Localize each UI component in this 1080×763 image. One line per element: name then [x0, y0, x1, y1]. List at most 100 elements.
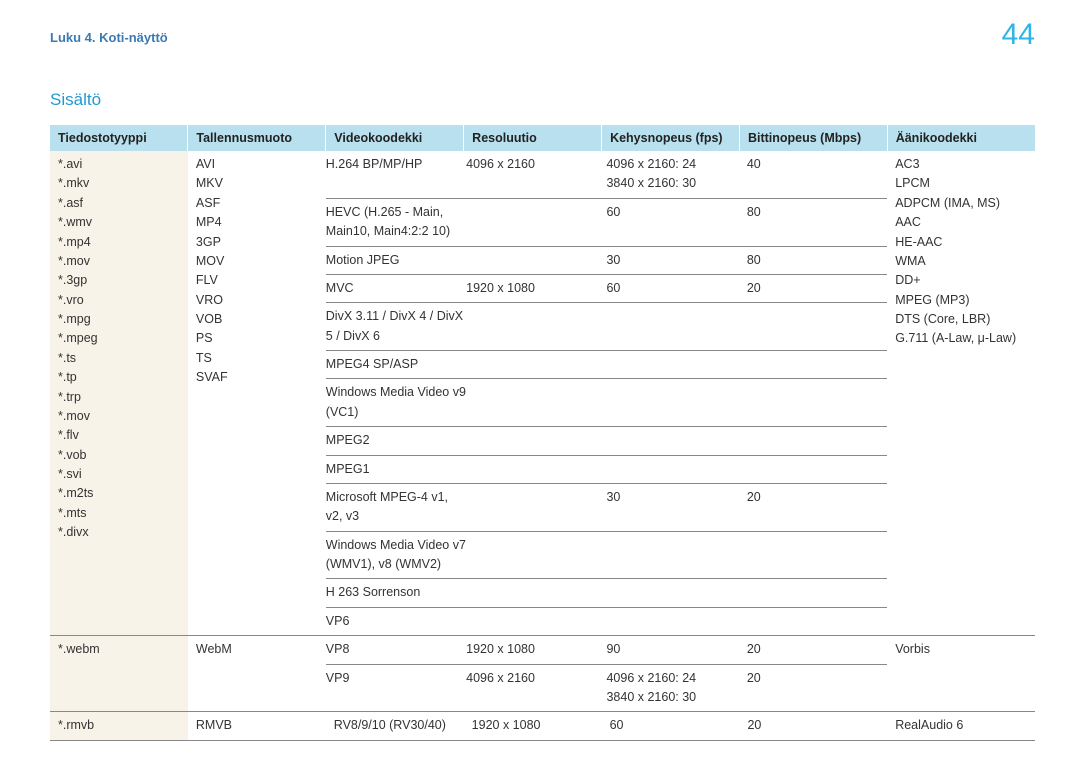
- list-item: *.mp4: [58, 233, 180, 252]
- table-cell: *.rmvb: [50, 712, 188, 740]
- table-cell: RMVB: [188, 712, 326, 740]
- table-cell: MPEG4 SP/ASP: [326, 351, 466, 379]
- table-cell: [747, 427, 887, 455]
- list-item: DD+: [895, 271, 1027, 290]
- col-fps: Kehysnopeus (fps): [602, 125, 740, 151]
- table-cell: 4096 x 2160: [466, 664, 606, 711]
- table-cell: [606, 303, 746, 351]
- table-cell: [606, 531, 746, 579]
- col-bitrate: Bittinopeus (Mbps): [739, 125, 887, 151]
- table-cell: [466, 379, 606, 427]
- filetypes-cell: *.avi*.mkv*.asf*.wmv*.mp4*.mov*.3gp*.vro…: [50, 151, 188, 636]
- breadcrumb: Luku 4. Koti-näyttö: [50, 30, 168, 45]
- table-cell: RV8/9/10 (RV30/40): [326, 712, 464, 740]
- col-resolution: Resoluutio: [464, 125, 602, 151]
- list-item: *.wmv: [58, 213, 180, 232]
- list-item: *.svi: [58, 465, 180, 484]
- table-cell: 80: [747, 246, 887, 274]
- list-item: 3GP: [196, 233, 318, 252]
- table-cell: [606, 607, 746, 635]
- table-cell: RealAudio 6: [887, 712, 1035, 740]
- table-cell: 4096 x 2160: 243840 x 2160: 30: [606, 664, 746, 711]
- table-cell: [466, 531, 606, 579]
- list-item: ASF: [196, 194, 318, 213]
- table-cell: [747, 607, 887, 635]
- table-cell: 1920 x 1080: [464, 712, 602, 740]
- table-cell: 30: [606, 483, 746, 531]
- list-item: ADPCM (IMA, MS): [895, 194, 1027, 213]
- table-cell: 20: [747, 274, 887, 302]
- list-item: *.trp: [58, 388, 180, 407]
- list-item: MPEG (MP3): [895, 291, 1027, 310]
- list-item: DTS (Core, LBR): [895, 310, 1027, 329]
- list-item: TS: [196, 349, 318, 368]
- table-cell: 80: [747, 198, 887, 246]
- table-cell: 60: [602, 712, 740, 740]
- table-cell: [747, 455, 887, 483]
- list-item: *.vob: [58, 446, 180, 465]
- list-item: LPCM: [895, 174, 1027, 193]
- table-cell: [747, 579, 887, 607]
- col-audiocodec: Äänikoodekki: [887, 125, 1035, 151]
- col-videocodec: Videokoodekki: [326, 125, 464, 151]
- containers-cell: AVIMKVASFMP43GPMOVFLVVROVOBPSTSSVAF: [188, 151, 326, 636]
- list-item: *.3gp: [58, 271, 180, 290]
- table-cell: VP9: [326, 664, 466, 711]
- list-item: AVI: [196, 155, 318, 174]
- list-item: *.avi: [58, 155, 180, 174]
- section-title: Sisältö: [50, 90, 1035, 110]
- list-item: MKV: [196, 174, 318, 193]
- list-item: *.vro: [58, 291, 180, 310]
- table-cell: 60: [606, 198, 746, 246]
- table-cell: [606, 379, 746, 427]
- table-cell: [747, 379, 887, 427]
- table-cell: 4096 x 2160: [466, 151, 606, 198]
- list-item: *.asf: [58, 194, 180, 213]
- list-item: SVAF: [196, 368, 318, 387]
- video-rows-table: VP81920 x 10809020VP94096 x 21604096 x 2…: [326, 636, 887, 711]
- video-rows-table: H.264 BP/MP/HP4096 x 21604096 x 2160: 24…: [326, 151, 887, 635]
- table-cell: H.264 BP/MP/HP: [326, 151, 466, 198]
- page-number: 44: [1002, 20, 1035, 50]
- table-cell: [606, 455, 746, 483]
- table-cell: [466, 198, 606, 246]
- table-cell: [606, 351, 746, 379]
- table-cell: MPEG2: [326, 427, 466, 455]
- table-cell: WebM: [188, 636, 326, 712]
- table-cell: 60: [606, 274, 746, 302]
- table-cell: 20: [747, 483, 887, 531]
- audio-cell: AC3LPCMADPCM (IMA, MS)AACHE-AACWMADD+MPE…: [887, 151, 1035, 636]
- table-cell: [747, 351, 887, 379]
- table-cell: [466, 483, 606, 531]
- list-item: PS: [196, 329, 318, 348]
- codec-table: Tiedostotyyppi Tallennusmuoto Videokoode…: [50, 125, 1035, 741]
- list-item: *.ts: [58, 349, 180, 368]
- table-cell: [466, 427, 606, 455]
- list-item: *.mov: [58, 407, 180, 426]
- table-cell: 20: [747, 636, 887, 664]
- list-item: *.mts: [58, 504, 180, 523]
- table-cell: [466, 351, 606, 379]
- list-item: G.711 (A-Law, μ-Law): [895, 329, 1027, 348]
- table-cell: H 263 Sorrenson: [326, 579, 466, 607]
- table-cell: 1920 x 1080: [466, 636, 606, 664]
- table-cell: [606, 579, 746, 607]
- table-cell: [466, 246, 606, 274]
- table-cell: 20: [747, 664, 887, 711]
- list-item: VRO: [196, 291, 318, 310]
- table-cell: [747, 531, 887, 579]
- table-cell: 40: [747, 151, 887, 198]
- table-cell: Windows Media Video v9 (VC1): [326, 379, 466, 427]
- table-cell: 4096 x 2160: 243840 x 2160: 30: [606, 151, 746, 198]
- table-cell: 30: [606, 246, 746, 274]
- list-item: MP4: [196, 213, 318, 232]
- table-cell: Vorbis: [887, 636, 1035, 712]
- table-cell: [466, 607, 606, 635]
- list-item: *.tp: [58, 368, 180, 387]
- list-item: AAC: [895, 213, 1027, 232]
- table-cell: VP6: [326, 607, 466, 635]
- col-filetype: Tiedostotyyppi: [50, 125, 188, 151]
- list-item: MOV: [196, 252, 318, 271]
- table-cell: 20: [739, 712, 887, 740]
- list-item: *.mpeg: [58, 329, 180, 348]
